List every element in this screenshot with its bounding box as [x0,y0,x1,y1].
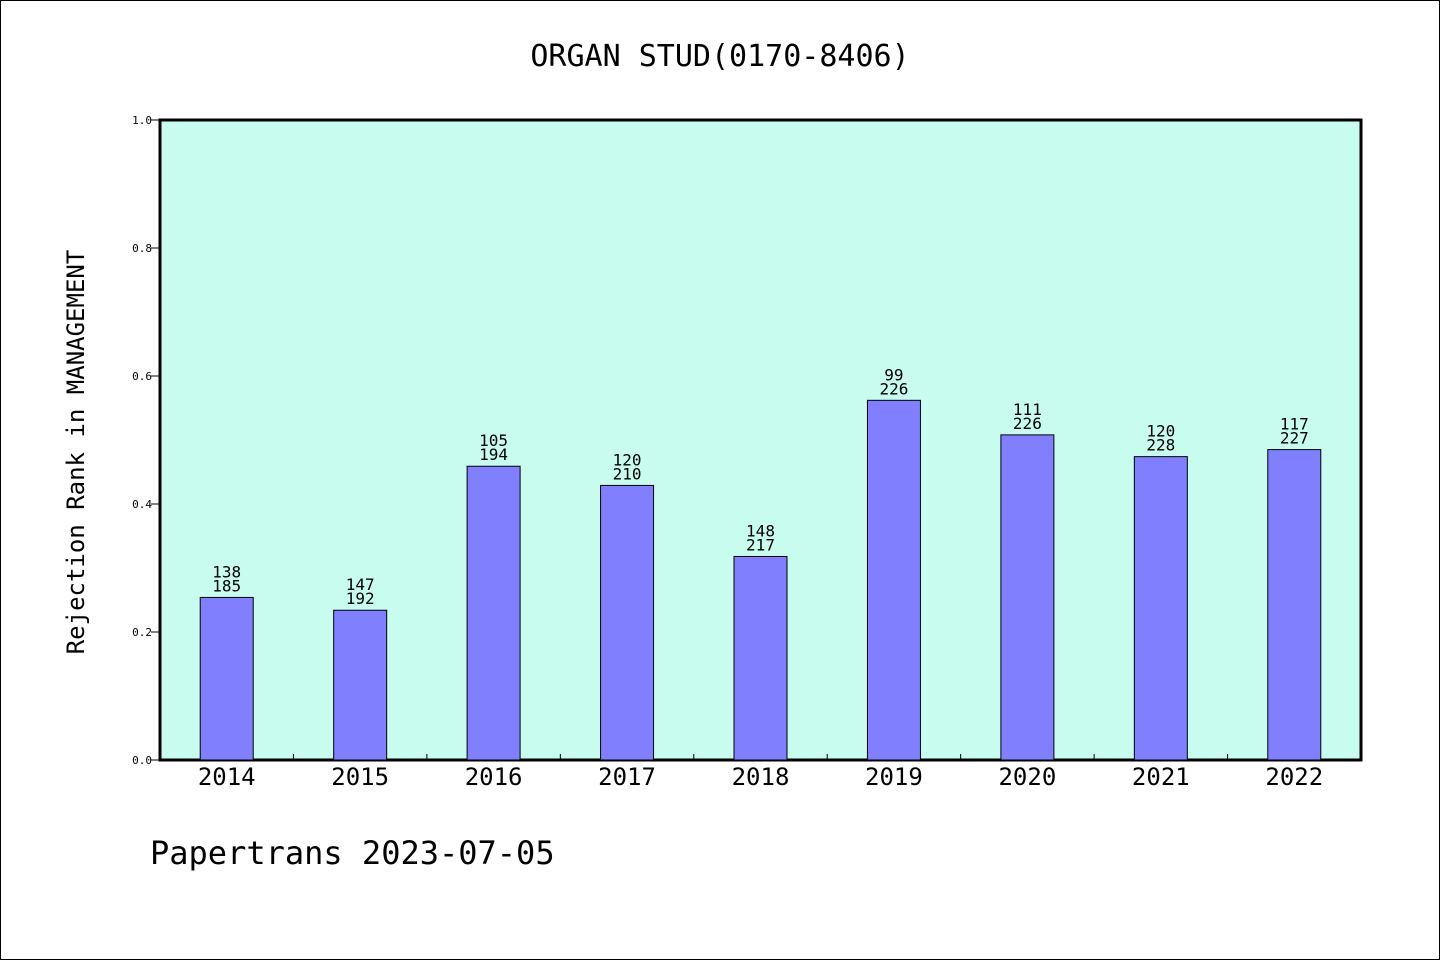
bar-label-top: 120 [1146,422,1175,441]
x-axis: 2014 2015 2016 2017 2018 2019 2020 2021 2022 [198,754,1323,791]
bar-2020 [1000,434,1055,761]
y-tick-label: 1.0 [132,114,152,127]
x-tick-label: 2021 [1132,763,1190,791]
y-tick-label: 0.6 [132,370,152,383]
bar-label-top: 111 [1013,400,1042,419]
x-tick-label: 2017 [598,763,656,791]
bar-label-top: 99 [884,365,903,384]
bar-label-bottom: 185 [212,576,241,595]
bar-label-bottom: 228 [1146,436,1175,455]
bar-2014 [199,596,254,761]
y-axis-label: Rejection Rank in MANAGEMENT [62,250,90,655]
bar-2021 [1133,456,1188,761]
bar-2016 [466,465,521,761]
bar-label-bottom: 194 [479,445,508,464]
x-tick-label: 2015 [331,763,389,791]
x-tick-label: 2019 [865,763,923,791]
bar-label-top: 117 [1280,415,1309,434]
x-tick-label: 2018 [732,763,790,791]
bar-2018 [733,555,788,761]
chart-title: ORGAN STUD(0170-8406) [530,39,909,74]
y-tick-label: 0.4 [132,498,152,511]
x-tick-label: 2020 [998,763,1056,791]
bar-label-bottom: 226 [879,379,908,398]
bar-label-top: 120 [613,450,642,469]
x-tick-label: 2014 [198,763,256,791]
bar-2017 [600,484,655,761]
bar-label-bottom: 210 [613,464,642,483]
y-tick-label: 0.8 [132,242,152,255]
y-tick-label: 0.0 [132,754,152,767]
bar-label-bottom: 227 [1280,429,1309,448]
bar-2022 [1267,449,1322,761]
bar-label-bottom: 217 [746,535,775,554]
bar-2019 [866,399,921,761]
bar-label-bottom: 226 [1013,414,1042,433]
y-axis: 0.0 0.2 0.4 0.6 0.8 1.0 [132,114,160,767]
bar-label-top: 148 [746,521,775,540]
x-tick-label: 2016 [465,763,523,791]
y-tick-label: 0.2 [132,626,152,639]
footer-credit: Papertrans 2023-07-05 [150,834,555,872]
bar-2015 [333,609,388,761]
bar-label-top: 147 [346,575,375,594]
bar-label-bottom: 192 [346,589,375,608]
bar-label-top: 138 [212,562,241,581]
x-tick-label: 2022 [1265,763,1323,791]
bar-label-top: 105 [479,431,508,450]
bars-group [199,399,1322,761]
